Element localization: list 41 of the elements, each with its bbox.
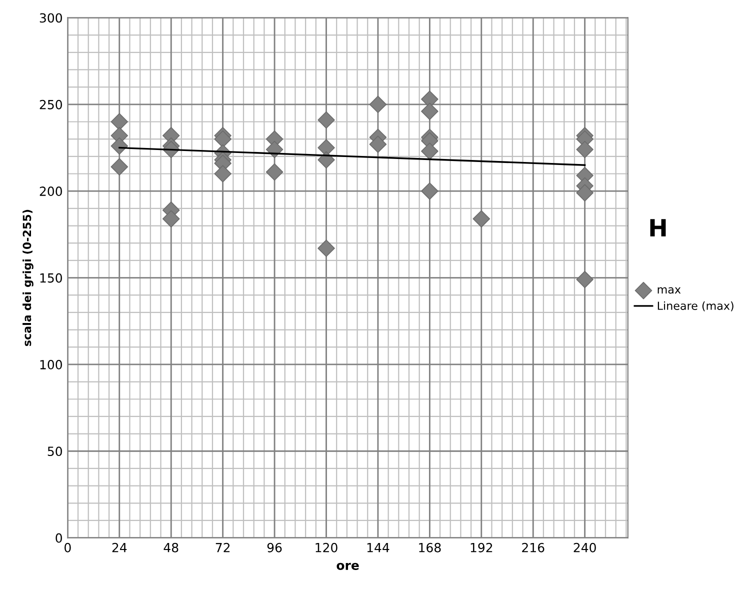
x-tick-label: 168 [419, 542, 441, 552]
x-tick-label: 192 [470, 542, 492, 552]
y-tick-label: 150 [40, 273, 62, 283]
point [472, 210, 490, 228]
point [421, 182, 438, 200]
text: H [650, 219, 666, 236]
y-axis-title: scala dei grigi (0-255) [22, 210, 34, 346]
point [318, 240, 335, 257]
point [576, 184, 594, 202]
x-axis-title: ore [336, 562, 359, 570]
x-tick-label: 48 [164, 542, 178, 552]
x-tick-label: 216 [522, 542, 544, 552]
point [110, 158, 128, 176]
y-tick-label: 100 [40, 360, 62, 370]
x-tick-label: 240 [574, 542, 596, 552]
point [214, 130, 232, 148]
point [214, 165, 232, 182]
point [369, 96, 387, 114]
point [162, 210, 180, 228]
x-tick-label: 96 [267, 542, 282, 552]
x-tick-label: 24 [112, 542, 127, 552]
point [318, 111, 335, 129]
y-tick-label: 200 [40, 186, 62, 196]
point [110, 137, 128, 155]
point [421, 142, 438, 160]
x-tick-label: 72 [216, 542, 230, 552]
y-tick-label: 0 [56, 533, 62, 543]
legend-label: max [658, 287, 681, 294]
legend-label: Lineare (max) [658, 301, 734, 312]
y-tick-label: 50 [48, 446, 62, 456]
y-tick-label: 250 [40, 100, 62, 110]
point [266, 163, 284, 181]
x-tick-label: 0 [64, 542, 71, 552]
point [110, 113, 128, 130]
y-tick-label: 300 [40, 13, 62, 23]
point [576, 270, 594, 288]
x-tick-label: 120 [316, 542, 338, 552]
point [576, 140, 594, 158]
point [421, 102, 438, 120]
point [369, 136, 387, 153]
x-tick-label: 144 [367, 543, 390, 552]
